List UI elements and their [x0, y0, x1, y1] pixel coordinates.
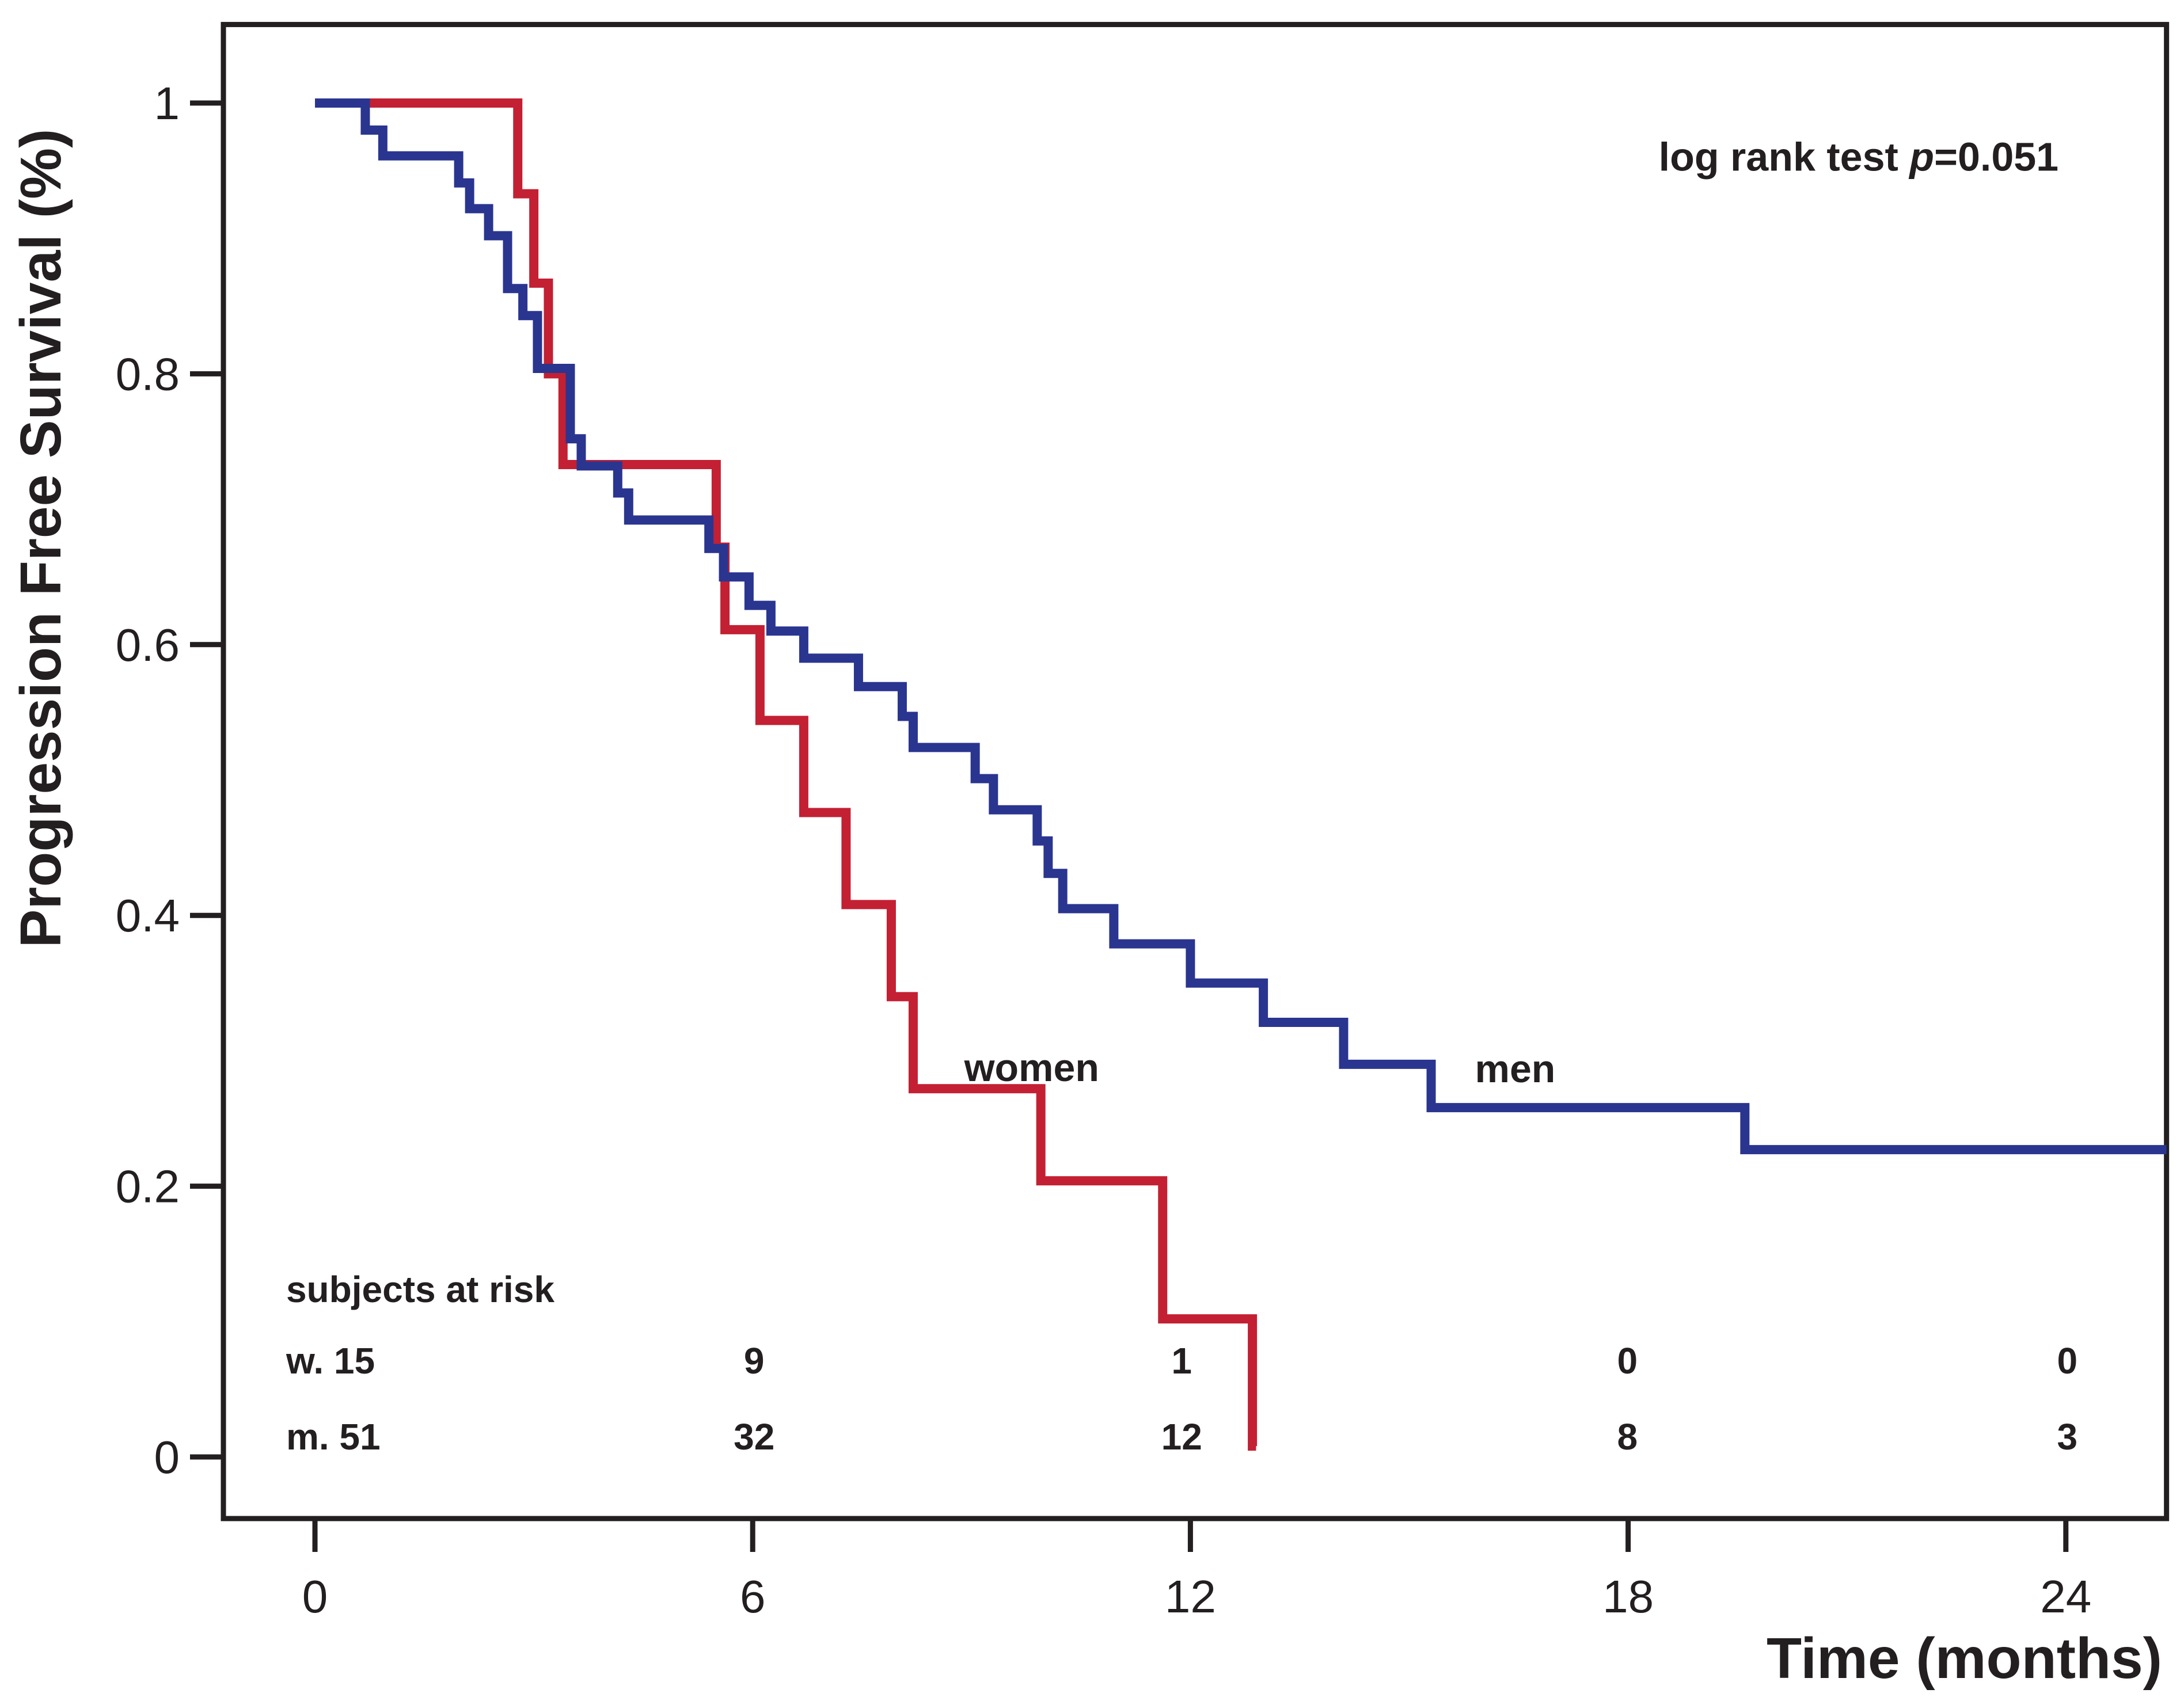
- y-tick-label: 0.2: [116, 1161, 180, 1212]
- women-series-label: women: [964, 1046, 1099, 1090]
- x-tick-label: 6: [740, 1571, 766, 1622]
- y-tick-label: 0.6: [116, 619, 180, 671]
- risk-count: 12: [1161, 1416, 1202, 1458]
- x-tick-label: 12: [1165, 1571, 1216, 1622]
- men-series-label: men: [1475, 1047, 1556, 1091]
- y-tick-label: 1: [154, 78, 180, 129]
- men-curve: [315, 98, 2167, 1155]
- x-tick-label: 24: [2040, 1571, 2091, 1622]
- y-axis-title: Progression Free Survival (%): [9, 129, 73, 948]
- risk-count: 3: [2057, 1416, 2078, 1458]
- risk-row-label: w. 15: [286, 1340, 375, 1382]
- risk-count: 0: [2057, 1340, 2078, 1382]
- plot-border: [221, 22, 2170, 1521]
- risk-count: 32: [734, 1416, 774, 1458]
- log-rank-annotation: log rank test p=0.051: [1659, 135, 2058, 180]
- x-tick-label: 0: [302, 1571, 328, 1622]
- y-tick-label: 0.4: [116, 890, 180, 941]
- risk-row-label: m. 51: [286, 1416, 381, 1458]
- risk-count: 9: [744, 1340, 765, 1382]
- x-tick-label: 18: [1602, 1571, 1654, 1622]
- women-curve: [315, 98, 1258, 1451]
- x-axis-title: Time (months): [1767, 1626, 2162, 1691]
- y-tick-label: 0.8: [116, 348, 180, 399]
- risk-table-header: subjects at risk: [286, 1269, 554, 1310]
- risk-count: 1: [1171, 1340, 1192, 1382]
- risk-count: 8: [1617, 1416, 1638, 1458]
- y-tick-label: 0: [154, 1432, 180, 1483]
- risk-count: 0: [1617, 1340, 1638, 1382]
